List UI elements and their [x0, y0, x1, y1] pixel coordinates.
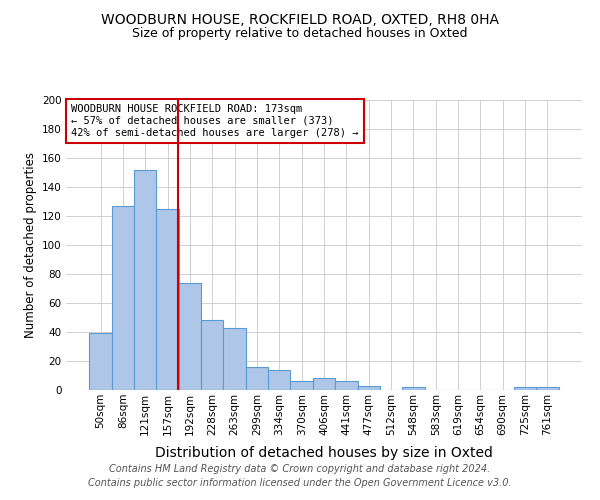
- Bar: [223, 328, 246, 390]
- Y-axis label: Number of detached properties: Number of detached properties: [23, 152, 37, 338]
- Bar: [358, 386, 380, 390]
- Bar: [134, 170, 157, 390]
- Bar: [157, 209, 179, 390]
- Bar: [268, 370, 290, 390]
- Bar: [536, 387, 559, 390]
- Bar: [246, 367, 268, 390]
- X-axis label: Distribution of detached houses by size in Oxted: Distribution of detached houses by size …: [155, 446, 493, 460]
- Bar: [201, 320, 223, 390]
- Text: WOODBURN HOUSE ROCKFIELD ROAD: 173sqm
← 57% of detached houses are smaller (373): WOODBURN HOUSE ROCKFIELD ROAD: 173sqm ← …: [71, 104, 359, 138]
- Bar: [89, 334, 112, 390]
- Bar: [402, 387, 425, 390]
- Bar: [514, 387, 536, 390]
- Text: Size of property relative to detached houses in Oxted: Size of property relative to detached ho…: [132, 28, 468, 40]
- Text: WOODBURN HOUSE, ROCKFIELD ROAD, OXTED, RH8 0HA: WOODBURN HOUSE, ROCKFIELD ROAD, OXTED, R…: [101, 12, 499, 26]
- Text: Contains HM Land Registry data © Crown copyright and database right 2024.
Contai: Contains HM Land Registry data © Crown c…: [88, 464, 512, 487]
- Bar: [313, 378, 335, 390]
- Bar: [335, 382, 358, 390]
- Bar: [290, 382, 313, 390]
- Bar: [112, 206, 134, 390]
- Bar: [179, 282, 201, 390]
